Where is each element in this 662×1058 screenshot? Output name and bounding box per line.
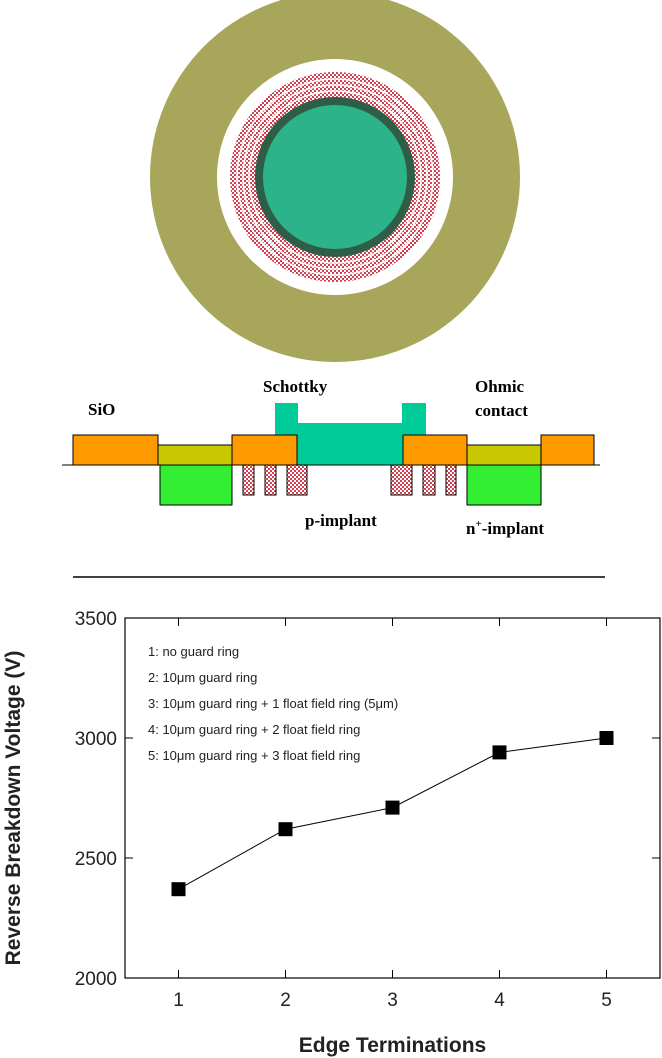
- ohmic-label: Ohmic: [475, 377, 525, 396]
- x-tick-label: 3: [387, 990, 398, 1011]
- annotation: 1: no guard ring: [148, 644, 239, 659]
- annotation: 4: 10μm guard ring + 2 float field ring: [148, 722, 360, 737]
- top-view: [150, 0, 520, 362]
- schottky-label: Schottky: [263, 377, 328, 396]
- marker: [492, 745, 507, 760]
- marker: [599, 731, 614, 745]
- marker: [171, 882, 186, 897]
- ohmic-label: contact: [475, 401, 528, 420]
- annotation: 5: 10μm guard ring + 3 float field ring: [148, 748, 360, 763]
- y-tick-label: 2000: [75, 969, 117, 990]
- x-tick-label: 4: [494, 990, 505, 1011]
- p-implant-label: p-implant: [305, 511, 377, 530]
- n-implant-label: n+-implant: [466, 518, 544, 538]
- y-axis-label: Reverse Breakdown Voltage (V): [2, 651, 25, 966]
- x-axis-label: Edge Terminations: [299, 1034, 486, 1057]
- y-tick-label: 3000: [75, 729, 117, 750]
- cross-section: [62, 403, 605, 578]
- chart: 2000 2500 3000 3500 1 2 3 4 5 Edge Terminations Re…: [2, 609, 661, 1057]
- x-tick-label: 1: [173, 990, 184, 1011]
- x-tick-label: 5: [601, 990, 612, 1011]
- x-tick-label: 2: [280, 990, 291, 1011]
- y-tick-label: 2500: [75, 849, 117, 870]
- sio-label: SiO: [88, 400, 115, 419]
- annotation: 2: 10μm guard ring: [148, 670, 257, 685]
- annotation: 3: 10μm guard ring + 1 float field ring …: [148, 696, 398, 711]
- y-tick-label: 3500: [75, 609, 117, 630]
- marker: [385, 800, 400, 815]
- marker: [278, 822, 293, 837]
